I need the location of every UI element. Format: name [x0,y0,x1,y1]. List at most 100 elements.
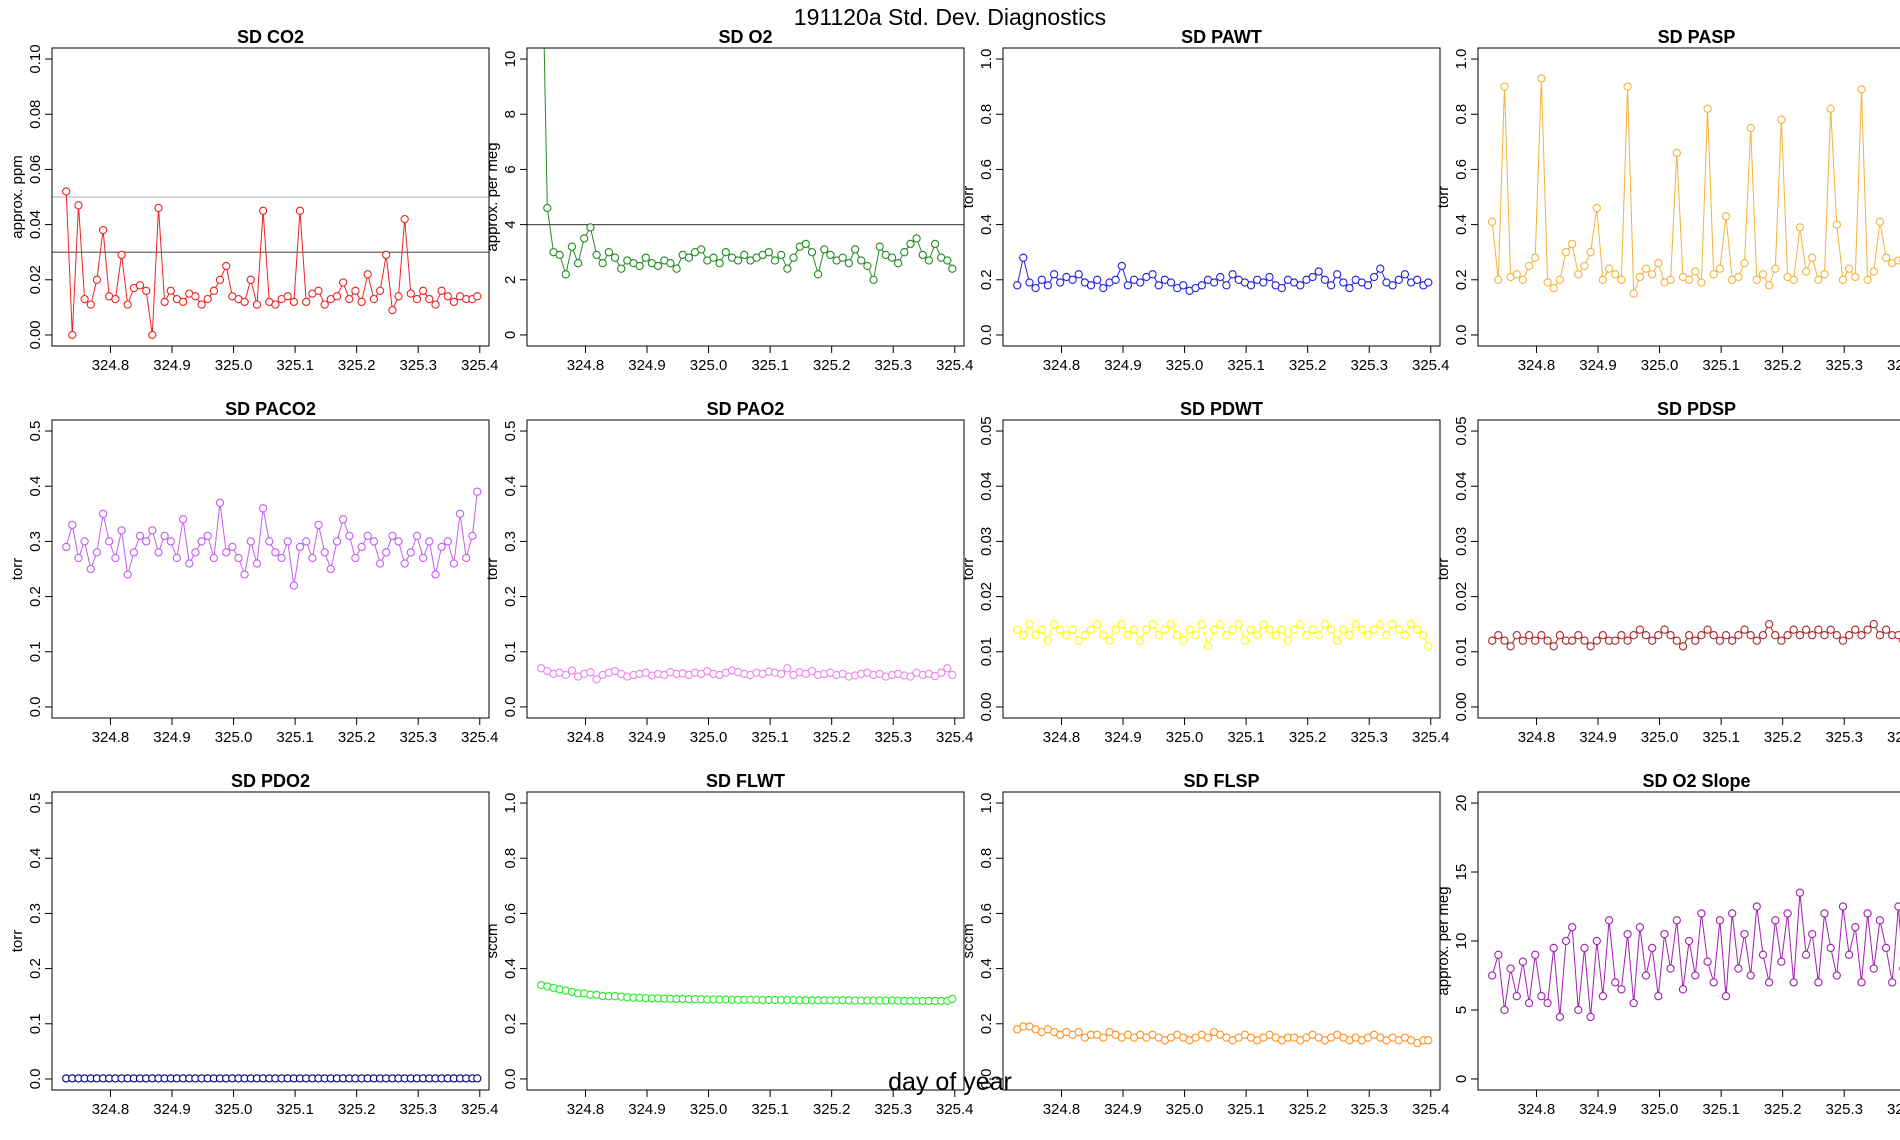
data-point [1513,632,1520,639]
data-point [389,307,396,314]
data-point [710,254,717,261]
series-group [1014,254,1432,294]
chart-panel: SD PDSP324.8324.9325.0325.1325.2325.3325… [1468,408,1900,768]
data-point [667,260,674,267]
x-tick-label: 324.8 [92,729,130,746]
series-group [63,488,481,589]
data-point [1735,273,1742,280]
x-tick-label: 325.2 [813,1101,851,1118]
data-point [1032,632,1039,639]
data-point [1371,626,1378,633]
data-point [1569,637,1576,644]
data-point [272,301,279,308]
data-point [673,265,680,272]
data-point [303,538,310,545]
data-point [815,271,822,278]
chart-title: SD CO2 [237,27,304,47]
data-point [605,249,612,256]
data-point [1075,1029,1082,1036]
data-point [1803,626,1810,633]
data-point [100,510,107,517]
data-point [1223,632,1230,639]
data-point [1550,643,1557,650]
data-point [1852,924,1859,931]
data-point [143,538,150,545]
x-tick-label: 325.1 [751,357,789,374]
data-point [1247,626,1254,633]
data-point [1686,632,1693,639]
x-tick-label: 325.1 [276,357,314,374]
data-point [1796,224,1803,231]
data-point [315,521,322,528]
y-axis-label: sccm [960,924,977,959]
data-point [1180,637,1187,644]
data-point [1550,285,1557,292]
data-point [1870,621,1877,628]
data-point [241,571,248,578]
data-point [1550,944,1557,951]
data-point [1081,632,1088,639]
x-tick-label: 324.8 [567,729,605,746]
data-point [192,293,199,300]
data-point [907,240,914,247]
data-point [1636,924,1643,931]
data-point [1137,279,1144,286]
x-tick-label: 325.3 [1825,729,1863,746]
chart-svg: SD PDSP324.8324.9325.0325.1325.2325.3325… [1468,408,1900,768]
data-point [1538,632,1545,639]
data-point [112,554,119,561]
y-tick-label: 0.01 [978,637,995,666]
data-point [1094,276,1101,283]
data-point [290,298,297,305]
data-point [426,538,433,545]
x-tick-label: 325.3 [874,357,912,374]
y-tick-label: 10 [1453,933,1470,950]
data-point [474,293,481,300]
data-point [1858,86,1865,93]
data-point [821,246,828,253]
data-point [1044,637,1051,644]
data-point [1858,632,1865,639]
data-point [377,560,384,567]
data-point [1784,910,1791,917]
y-tick-label: 1.0 [978,49,995,70]
data-point [377,287,384,294]
x-tick-label: 324.9 [153,1101,191,1118]
data-point [1167,621,1174,628]
y-tick-label: 6 [502,165,519,173]
data-point [1489,218,1496,225]
data-point [1204,643,1211,650]
data-point [1180,282,1187,289]
data-point [1741,260,1748,267]
data-point [1759,271,1766,278]
data-point [1069,276,1076,283]
x-tick-label: 325.3 [1825,357,1863,374]
data-point [1667,965,1674,972]
data-point [1741,626,1748,633]
data-point [562,271,569,278]
data-point [1526,632,1533,639]
data-point [389,532,396,539]
data-point [1223,282,1230,289]
x-tick-label: 325.3 [1350,1101,1388,1118]
data-point [1753,276,1760,283]
data-point [1599,276,1606,283]
data-point [333,293,340,300]
data-point [1827,626,1834,633]
x-tick-label: 325.3 [1825,1101,1863,1118]
x-tick-label: 324.9 [628,1101,666,1118]
data-point [1297,282,1304,289]
data-point [925,257,932,264]
y-tick-label: 0.00 [1453,692,1470,721]
y-tick-label: 0.2 [27,586,44,607]
x-tick-label: 324.8 [567,1101,605,1118]
data-point [1192,632,1199,639]
chart-title: SD FLWT [706,771,785,791]
data-point [1778,116,1785,123]
data-point [118,527,125,534]
data-point [1014,626,1021,633]
data-point [1266,626,1273,633]
data-point [1686,276,1693,283]
data-point [1051,621,1058,628]
